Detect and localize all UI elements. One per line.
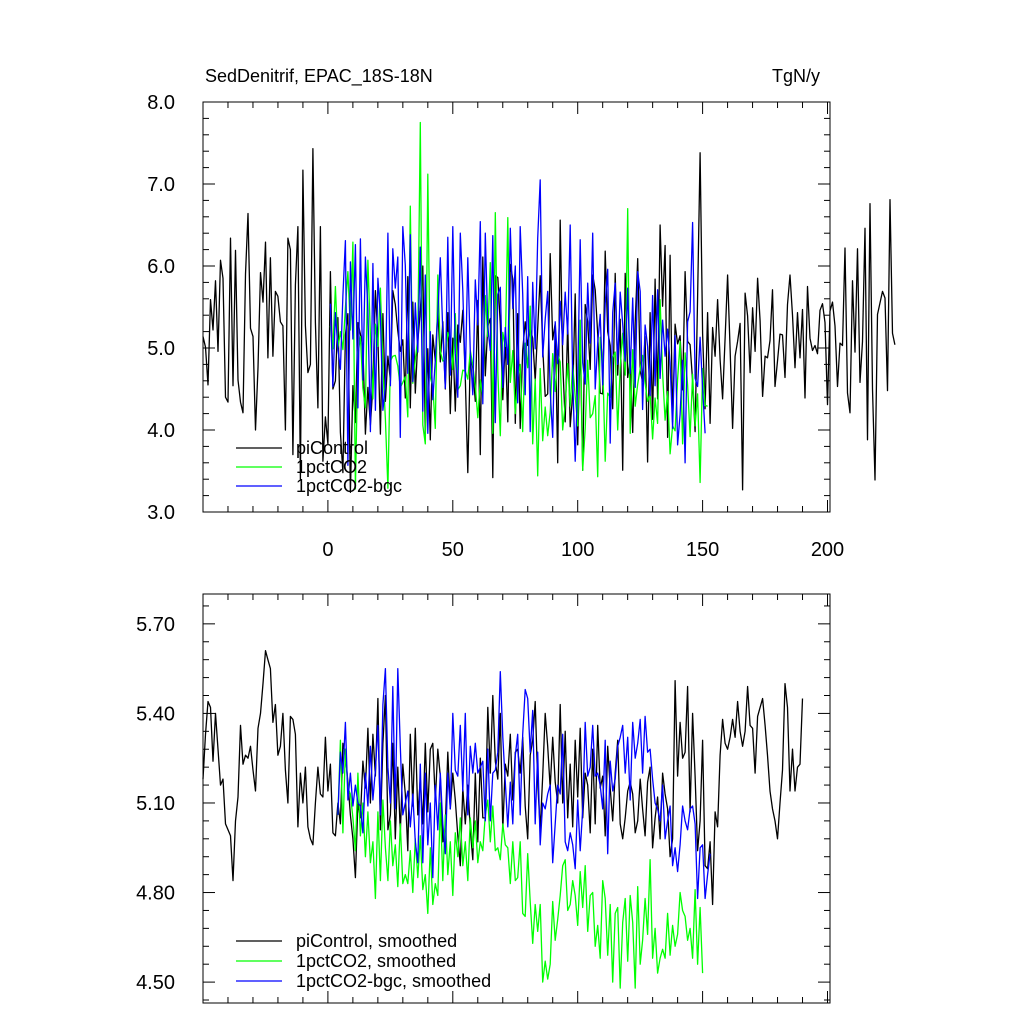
top-y-tick-label: 8.0 bbox=[147, 92, 175, 114]
top-series-group bbox=[202, 121, 896, 493]
bottom-y-tick-label: 5.70 bbox=[136, 614, 175, 636]
top-x-tick-label: 100 bbox=[561, 539, 594, 561]
top-plot-frame bbox=[202, 101, 831, 513]
bottom-series-1pctco2-smoothed bbox=[337, 739, 704, 989]
bottom-legend-label: 1pctCO2, smoothed bbox=[296, 951, 456, 971]
bottom-y-tick-label: 4.80 bbox=[136, 883, 175, 905]
top-y-tick-label: 4.0 bbox=[147, 420, 175, 442]
bottom-series-group bbox=[202, 650, 804, 989]
top-x-tick-label: 50 bbox=[442, 539, 464, 561]
top-series-1pctco2-bgc bbox=[329, 179, 706, 466]
bottom-legend-label: piControl, smoothed bbox=[296, 931, 457, 951]
top-series-1pctco2 bbox=[329, 121, 708, 490]
top-panel-title: SedDenitrif, EPAC_18S-18N bbox=[205, 66, 433, 87]
top-y-tick-label: 7.0 bbox=[147, 174, 175, 196]
bottom-axes-group: 4.50 4.80 5.10 5.40 5.70 bbox=[136, 594, 830, 1003]
top-x-tick-label: 200 bbox=[811, 539, 844, 561]
bottom-y-tick-label: 4.50 bbox=[136, 972, 175, 994]
top-y-tick-label: 5.0 bbox=[147, 338, 175, 360]
top-y-tick-label: 6.0 bbox=[147, 256, 175, 278]
top-legend-label: piControl bbox=[296, 438, 368, 458]
top-axes-group: 3.0 4.0 5.0 6.0 7.0 8.0 0 50 100 150 200 bbox=[147, 92, 844, 561]
top-x-tick-label: 150 bbox=[686, 539, 719, 561]
top-panel-units: TgN/y bbox=[772, 66, 820, 86]
top-legend-label: 1pctCO2 bbox=[296, 457, 367, 477]
top-panel: SedDenitrif, EPAC_18S-18N TgN/y 3.0 4.0 5.… bbox=[147, 66, 896, 561]
bottom-y-tick-label: 5.10 bbox=[136, 793, 175, 815]
bottom-legend-label: 1pctCO2-bgc, smoothed bbox=[296, 971, 491, 991]
top-y-tick-label: 3.0 bbox=[147, 502, 175, 524]
bottom-plot-frame bbox=[202, 593, 831, 1004]
bottom-series-1pctco2-bgc-smoothed bbox=[337, 667, 711, 900]
top-legend-label: 1pctCO2-bgc bbox=[296, 476, 402, 496]
bottom-y-tick-label: 5.40 bbox=[136, 703, 175, 725]
bottom-panel: 4.50 4.80 5.10 5.40 5.70 piControl, smoothed… bbox=[136, 593, 831, 1004]
top-x-tick-label: 0 bbox=[322, 539, 333, 561]
